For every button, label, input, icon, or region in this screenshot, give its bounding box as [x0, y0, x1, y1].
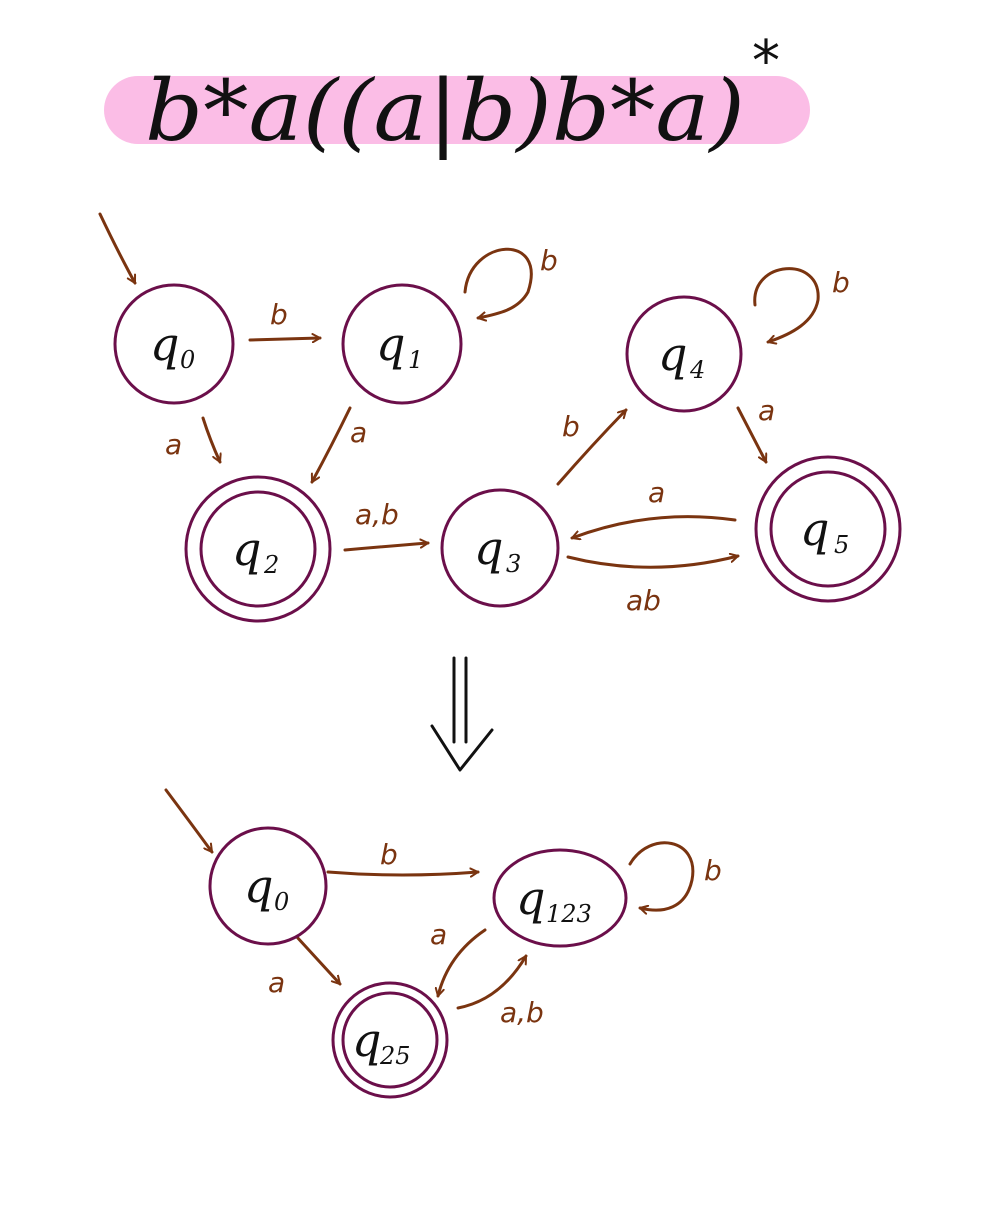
nfa-state-q1-sub: 1: [408, 346, 423, 374]
nfa-loop-q1: [463, 247, 533, 318]
dfa-state-q0-letter: q: [244, 859, 273, 913]
nfa-state-q1: q 1: [341, 283, 463, 405]
nfa-edge-label-q4-q5: a: [758, 394, 775, 427]
dfa-edge-q0-q123: [326, 872, 480, 875]
nfa-edge-label-q0-q2: a: [165, 428, 182, 461]
dfa-start-arrow: [164, 788, 214, 854]
dfa-state-q0: q 0: [208, 826, 328, 946]
nfa-state-q5[interactable]: q 5: [754, 455, 902, 603]
regex-title: b*a((a|b)b*a) *: [104, 29, 810, 160]
nfa-edge-q5-q3: [570, 515, 737, 538]
nfa-state-q4-letter: q: [658, 327, 687, 381]
nfa-edge-q0-q1: [248, 338, 322, 340]
nfa-diagram: b b a a a,b b b a a ab q 0 q 1: [98, 212, 902, 623]
nfa-start-arrow: [98, 212, 137, 285]
nfa-loop-q4: [753, 267, 820, 342]
dfa-diagram: b b a a a,b q 0 q 123 q 25: [164, 788, 722, 1099]
nfa-state-q0-sub: 0: [180, 346, 195, 374]
dfa-edge-label-q0-q123: b: [380, 838, 398, 871]
dfa-state-q25[interactable]: q 25: [331, 981, 449, 1099]
nfa-state-q5-letter: q: [800, 502, 829, 556]
nfa-state-q3-letter: q: [474, 521, 503, 575]
nfa-state-q2-letter: q: [232, 522, 261, 576]
dfa-state-q123: q 123: [492, 848, 628, 948]
nfa-state-q0: q 0: [113, 283, 235, 405]
nfa-edge-label-q1-q2: a: [350, 416, 367, 449]
dfa-edge-label-q123-loop: b: [704, 854, 722, 887]
nfa-edge-label-q2-q3: a,b: [355, 498, 399, 531]
nfa-state-q3: q 3: [440, 488, 560, 608]
dfa-state-q0-sub: 0: [274, 888, 289, 916]
nfa-state-q2[interactable]: q 2: [184, 475, 332, 623]
nfa-edge-label-q1-loop: b: [540, 244, 558, 277]
dfa-state-q25-sub: 25: [379, 1042, 411, 1070]
regex-text: b*a((a|b)b*a): [145, 62, 745, 160]
regex-highlight: [104, 76, 810, 144]
dfa-edge-q123-q25: [438, 928, 487, 998]
transform-arrow: ⇓: [0, 0, 494, 772]
nfa-state-q4: q 4: [625, 295, 743, 413]
nfa-edge-label-q0-q1: b: [270, 298, 288, 331]
dfa-edge-q25-q123: [456, 954, 528, 1010]
nfa-state-q5-sub: 5: [834, 531, 849, 559]
dfa-edge-q0-q25: [294, 934, 342, 986]
nfa-edge-q3-q5: [566, 556, 740, 569]
dfa-loop-q123: [628, 841, 695, 910]
nfa-edge-q4-q5: [736, 406, 768, 464]
nfa-state-q2-sub: 2: [263, 551, 279, 579]
transform-symbol: ⇓: [0, 0, 1, 1]
dfa-edge-label-q123-q25: a: [430, 918, 447, 951]
nfa-state-q4-sub: 4: [689, 356, 705, 384]
nfa-edge-q3-q4: [556, 408, 628, 486]
nfa-state-q3-sub: 3: [506, 550, 521, 578]
dfa-state-q25-letter: q: [352, 1013, 381, 1067]
nfa-edge-q1-q2: [310, 406, 352, 484]
dfa-edge-label-q25-q123: a,b: [500, 996, 544, 1029]
nfa-edge-label-q3-q5: ab: [626, 584, 661, 617]
nfa-edge-q2-q3: [343, 543, 430, 552]
dfa-state-q123-letter: q: [516, 871, 545, 925]
nfa-edge-label-q4-loop: b: [832, 266, 850, 299]
dfa-edge-label-q0-q25: a: [268, 966, 285, 999]
regex-outer-star: *: [752, 29, 780, 94]
nfa-edge-q0-q2: [201, 416, 220, 464]
nfa-edge-label-q5-q3: a: [648, 476, 665, 509]
nfa-state-q1-letter: q: [376, 317, 405, 371]
dfa-state-q123-sub: 123: [546, 900, 592, 928]
nfa-state-q0-letter: q: [150, 317, 179, 371]
nfa-edge-label-q3-q4: b: [562, 410, 580, 443]
